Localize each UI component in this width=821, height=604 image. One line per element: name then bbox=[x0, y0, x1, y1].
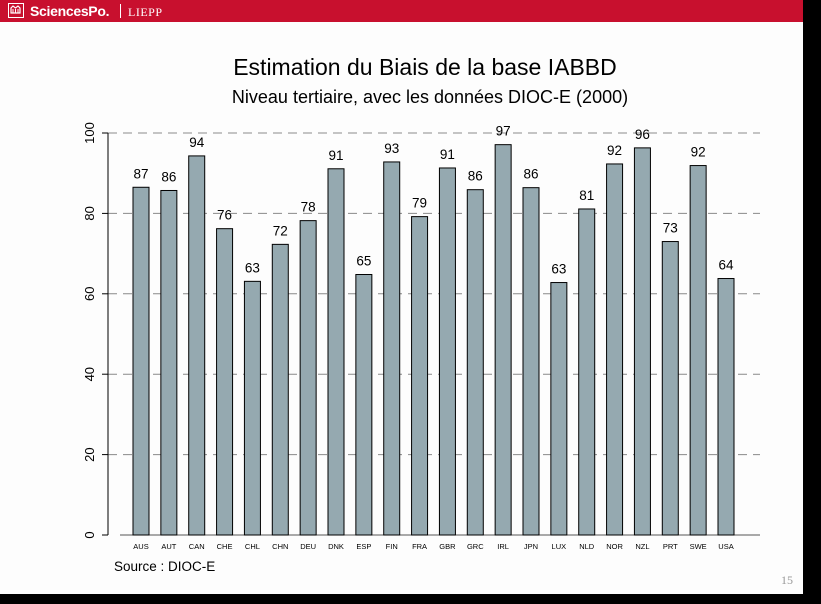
bar-gbr bbox=[438, 167, 456, 536]
bar-value-label: 86 bbox=[523, 167, 538, 182]
x-tick-label: SWE bbox=[690, 542, 707, 551]
bar-value-label: 97 bbox=[496, 124, 511, 139]
x-tick-label: GRC bbox=[467, 542, 484, 551]
bar-value-label: 94 bbox=[189, 135, 205, 150]
bar-usa bbox=[717, 278, 735, 536]
bar-value-label: 73 bbox=[663, 221, 678, 236]
bar-value-label: 87 bbox=[133, 166, 148, 181]
x-tick-label: ESP bbox=[356, 542, 371, 551]
x-tick-label: GBR bbox=[439, 542, 456, 551]
x-tick-label: CHE bbox=[217, 542, 233, 551]
header-divider bbox=[120, 4, 121, 18]
x-tick-label: AUS bbox=[133, 542, 148, 551]
bar-value-label: 81 bbox=[579, 188, 594, 203]
bar-chl bbox=[243, 280, 261, 536]
x-tick-label: FIN bbox=[386, 542, 398, 551]
bar-irl bbox=[494, 144, 512, 536]
slide: SciencesPo. LIEPP Estimation du Biais de… bbox=[0, 0, 803, 594]
x-tick-label: DEU bbox=[300, 542, 316, 551]
x-tick-label: CAN bbox=[189, 542, 205, 551]
y-tick-label: 80 bbox=[82, 206, 97, 220]
bar-value-label: 92 bbox=[691, 145, 706, 160]
bar-value-label: 93 bbox=[384, 141, 399, 156]
y-tick-label: 100 bbox=[82, 122, 97, 144]
x-tick-label: JPN bbox=[524, 542, 538, 551]
sciencespo-logo-icon bbox=[8, 3, 24, 18]
bar-value-label: 91 bbox=[440, 147, 455, 162]
x-tick-label: NLD bbox=[579, 542, 595, 551]
bar-value-label: 72 bbox=[273, 223, 288, 238]
bar-value-label: 86 bbox=[468, 169, 483, 184]
source-note: Source : DIOC-E bbox=[114, 559, 215, 574]
x-tick-label: CHN bbox=[272, 542, 288, 551]
bar-chart: Estimation du Biais de la base IABBD Niv… bbox=[82, 54, 760, 574]
bars: 87 AUS 86 AUT 94 CAN 76 CHE 63 CHL 72 CHN 78 DEU 91 DNK… bbox=[132, 124, 735, 551]
x-tick-label: FRA bbox=[412, 542, 427, 551]
header-bar: SciencesPo. LIEPP bbox=[0, 0, 803, 22]
bar-fin bbox=[383, 161, 401, 536]
bar-fra bbox=[411, 216, 429, 536]
y-tick-label: 20 bbox=[82, 447, 97, 461]
bar-chn bbox=[271, 243, 289, 536]
bar-value-label: 78 bbox=[301, 200, 316, 215]
x-tick-label: DNK bbox=[328, 542, 344, 551]
bar-dnk bbox=[327, 168, 345, 536]
bar-value-label: 63 bbox=[551, 262, 566, 277]
bar-can bbox=[188, 155, 206, 536]
y-tick-label: 40 bbox=[82, 367, 97, 381]
x-tick-label: NZL bbox=[635, 542, 649, 551]
bar-nor bbox=[606, 163, 624, 536]
x-tick-label: LUX bbox=[552, 542, 567, 551]
bar-jpn bbox=[522, 187, 540, 536]
bar-value-label: 63 bbox=[245, 260, 260, 275]
bar-grc bbox=[466, 189, 484, 536]
x-tick-label: CHL bbox=[245, 542, 260, 551]
bar-aut bbox=[160, 189, 178, 536]
bar-nld bbox=[578, 208, 596, 536]
bar-value-label: 79 bbox=[412, 196, 427, 211]
bar-value-label: 76 bbox=[217, 208, 232, 223]
x-tick-label: USA bbox=[718, 542, 733, 551]
y-tick-label: 60 bbox=[82, 287, 97, 301]
bar-value-label: 86 bbox=[161, 169, 176, 184]
x-tick-label: PRT bbox=[663, 542, 678, 551]
bar-esp bbox=[355, 274, 373, 536]
page-number: 15 bbox=[781, 573, 793, 587]
bar-che bbox=[216, 228, 234, 536]
brand-name: SciencesPo. bbox=[30, 3, 110, 19]
chart-title: Estimation du Biais de la base IABBD bbox=[233, 54, 617, 80]
x-tick-label: AUT bbox=[161, 542, 176, 551]
bar-value-label: 92 bbox=[607, 143, 622, 158]
x-tick-label: IRL bbox=[497, 542, 509, 551]
bar-swe bbox=[689, 165, 707, 536]
bar-value-label: 96 bbox=[635, 127, 650, 142]
lab-name: LIEPP bbox=[128, 5, 163, 19]
bar-deu bbox=[299, 220, 317, 536]
bar-value-label: 65 bbox=[356, 254, 371, 269]
bar-prt bbox=[661, 241, 679, 536]
y-tick-label: 0 bbox=[82, 531, 97, 538]
bar-lux bbox=[550, 282, 568, 536]
bar-nzl bbox=[633, 147, 651, 536]
bar-value-label: 64 bbox=[718, 258, 734, 273]
chart-subtitle: Niveau tertiaire, avec les données DIOC-… bbox=[232, 87, 628, 107]
bar-aus bbox=[132, 186, 150, 536]
bar-value-label: 91 bbox=[328, 148, 343, 163]
x-tick-label: NOR bbox=[606, 542, 623, 551]
